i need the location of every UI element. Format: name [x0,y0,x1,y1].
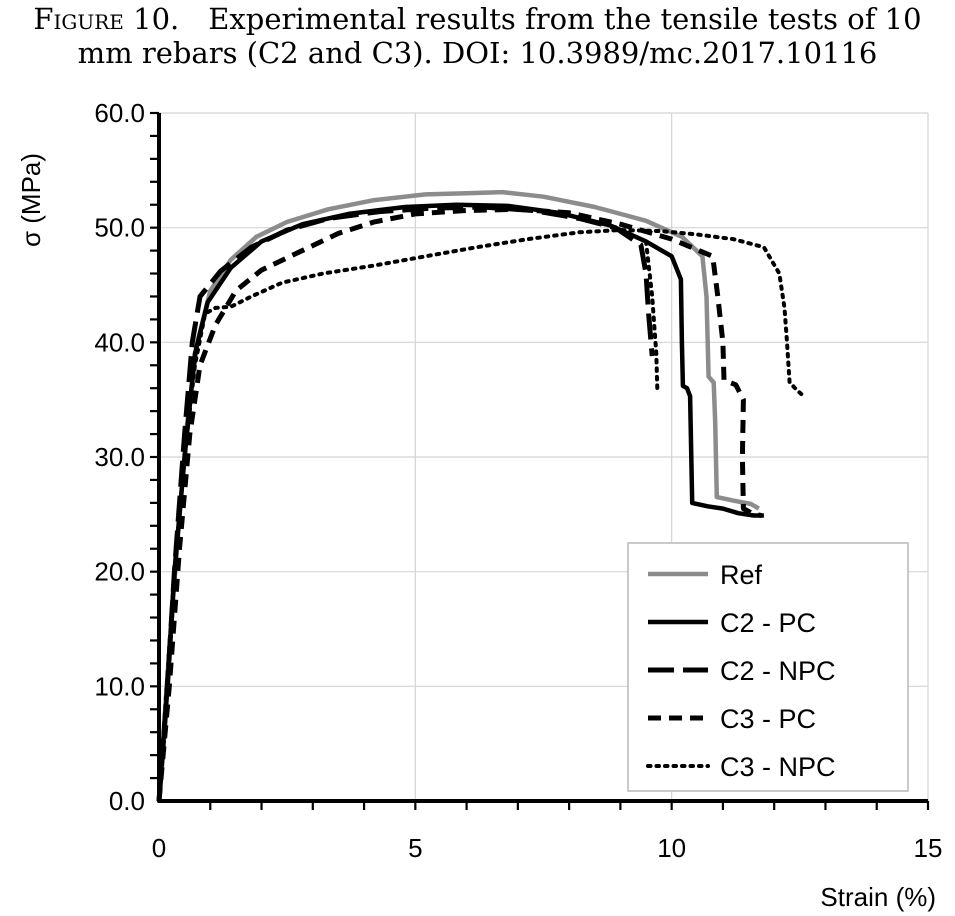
series-layer [156,189,807,803]
caption-text-1: Experimental results from the tensile te… [208,2,922,36]
x-tick-label: 15 [914,833,943,863]
y-tick-label: 50.0 [94,213,145,243]
series-line-5 [644,239,660,391]
y-tick-label: 40.0 [94,327,145,357]
y-tick-label: 20.0 [94,557,145,587]
legend-box [627,542,909,792]
x-tick-label: 0 [152,833,166,863]
legend: Ref C2 - PC C2 - NPC C3 - PC C3 - NPC [627,542,909,792]
y-tick-label: 0.0 [109,786,145,816]
figure-label: Figure 10. [33,2,180,36]
tick-labels: 0.0 10.0 20.0 30.0 40.0 50.0 60.0 0 5 10 15 [94,98,942,863]
figure-caption: Figure 10. Experimental results from the… [0,2,955,70]
legend-label: Ref [720,560,763,590]
y-tick-label: 60.0 [94,98,145,128]
series-line-3 [156,206,762,802]
legend-label: C2 - PC [720,608,816,638]
legend-label: C3 - PC [720,704,816,734]
series-line-2 [156,204,655,802]
y-axis-title: σ (MPa) [16,153,46,247]
x-tick-label: 10 [657,833,686,863]
y-tick-label: 30.0 [94,442,145,472]
y-tick-label: 10.0 [94,671,145,701]
caption-line-2: mm rebars (C2 and C3). DOI: 10.3989/mc.2… [77,36,878,70]
x-axis-title: Strain (%) [820,882,936,912]
series-line-4 [157,228,807,803]
axes [150,111,930,810]
x-tick-label: 5 [408,833,422,863]
legend-label: C3 - NPC [720,752,836,782]
legend-label: C2 - NPC [720,656,836,686]
caption-line-1: Figure 10. Experimental results from the… [0,2,955,36]
